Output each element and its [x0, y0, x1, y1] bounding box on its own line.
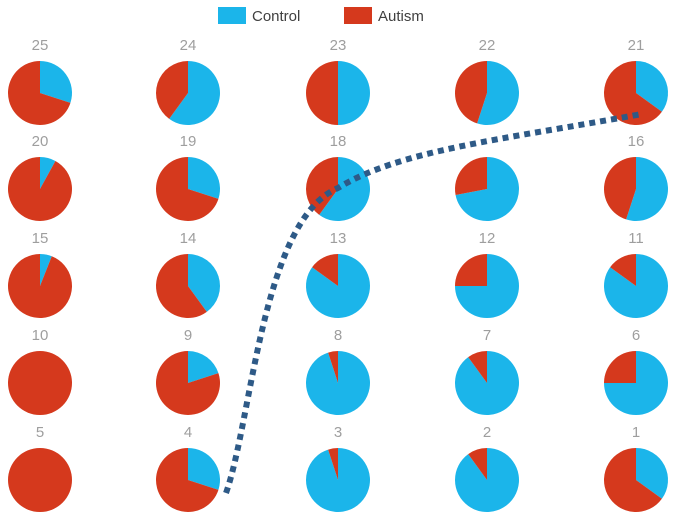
- legend-label-autism: Autism: [378, 8, 424, 25]
- pie-panel: 14: [156, 230, 220, 318]
- pie-panel: 11: [604, 230, 669, 318]
- pie-panel: 18: [305, 133, 370, 222]
- pie-slice-control: [477, 61, 519, 125]
- pie-panel: 22: [455, 37, 519, 125]
- pie-panel-label: 8: [334, 327, 342, 344]
- pie-panel-label: 2: [483, 424, 491, 441]
- pie-slice-autism: [7, 254, 72, 319]
- pie-slice-control: [40, 254, 52, 286]
- pie-slice-control: [40, 157, 56, 189]
- pie-slice-autism: [328, 351, 338, 383]
- pie-panel: 13: [305, 230, 370, 318]
- pie-panel: 1: [604, 424, 668, 512]
- pie-slice-autism: [468, 351, 487, 383]
- pie-panel-label: 20: [32, 133, 49, 150]
- pie-slice-autism: [454, 157, 487, 195]
- pie-slice-autism: [156, 351, 220, 415]
- legend-label-control: Control: [252, 8, 300, 25]
- pie-panel-label: 9: [184, 327, 192, 344]
- pie-panel-label: 15: [32, 230, 49, 247]
- pie-slice-control: [169, 61, 220, 125]
- pie-slice-control: [40, 61, 72, 103]
- pie-slice-control: [338, 61, 370, 125]
- pie-panel: 2: [454, 424, 519, 512]
- pie-panel-label: 11: [628, 230, 644, 247]
- pie-slice-autism: [156, 61, 188, 119]
- pie-panel: 10: [8, 327, 72, 415]
- pie-slice-control: [188, 351, 219, 383]
- pie-slice-control: [188, 157, 220, 199]
- pie-panel-label: 10: [32, 327, 49, 344]
- pie-panel-label: 19: [180, 133, 197, 150]
- pie-slice-autism: [8, 448, 72, 512]
- pie-slice-autism: [156, 157, 219, 221]
- legend: Control Autism: [218, 7, 424, 25]
- pie-slice-autism: [604, 61, 662, 126]
- pie-panel-label: 14: [180, 230, 197, 247]
- pie-panel: 24: [156, 37, 220, 125]
- pie-panel: 9: [156, 327, 220, 415]
- pie-slice-autism: [328, 448, 338, 480]
- pie-slice-autism: [156, 254, 207, 318]
- pie-slice-control: [188, 448, 220, 490]
- pie-panel: 3: [306, 424, 371, 512]
- pie-panel: 21: [604, 37, 668, 126]
- pie-slice-autism: [604, 351, 636, 383]
- pie-panel: 12: [455, 230, 519, 318]
- pie-slice-control: [626, 157, 668, 221]
- pie-panel-label: 22: [479, 37, 496, 54]
- pie-slice-control: [636, 448, 668, 499]
- pie-slice-autism: [610, 254, 636, 286]
- pie-panel-label: 23: [330, 37, 347, 54]
- pie-panel: 4: [156, 424, 220, 512]
- pie-slice-control: [455, 157, 519, 221]
- pie-panel-label: 3: [334, 424, 342, 441]
- pie-panel: 7: [454, 327, 519, 415]
- pie-slice-autism: [306, 61, 338, 125]
- pie-panel-label: 6: [632, 327, 640, 344]
- pie-panel-label: 13: [330, 230, 347, 247]
- pie-panel: 6: [604, 327, 668, 415]
- pie-slice-autism: [156, 448, 219, 512]
- pie-panel-label: 5: [36, 424, 44, 441]
- pie-panel: 15: [7, 230, 72, 319]
- pie-slice-autism: [455, 61, 487, 124]
- pie-slice-control: [188, 254, 220, 312]
- pie-panel: 23: [306, 37, 370, 125]
- pie-panel: [454, 157, 519, 221]
- legend-swatch-autism: [344, 7, 372, 24]
- pie-slice-autism: [468, 448, 487, 480]
- pie-slice-autism: [7, 61, 71, 125]
- pie-slice-autism: [8, 351, 72, 415]
- pie-panel-label: 16: [628, 133, 645, 150]
- pie-slice-control: [319, 157, 370, 222]
- pie-slice-autism: [604, 157, 636, 220]
- legend-swatch-control: [218, 7, 246, 24]
- pie-slice-autism: [604, 448, 662, 512]
- pie-panel: 25: [7, 37, 72, 125]
- pie-panel: 19: [156, 133, 220, 221]
- pie-slice-autism: [455, 254, 487, 286]
- pie-slice-autism: [7, 157, 72, 221]
- pie-panel-label: 25: [32, 37, 49, 54]
- pie-panel: 16: [604, 133, 668, 221]
- pie-slice-control: [636, 61, 668, 112]
- pie-panel: 5: [8, 424, 72, 512]
- pie-panel-label: 12: [479, 230, 496, 247]
- pie-panel-label: 4: [184, 424, 192, 441]
- pie-slice-autism: [305, 157, 338, 215]
- pie-panel: 20: [7, 133, 72, 221]
- pie-panel-label: 1: [632, 424, 640, 441]
- pie-panel-label: 21: [628, 37, 645, 54]
- pie-panel-label: 18: [330, 133, 347, 150]
- divider-curve: [223, 111, 643, 495]
- pie-slice-autism: [312, 254, 338, 286]
- pie-panel-label: 7: [483, 327, 491, 344]
- pie-panel: 8: [306, 327, 371, 415]
- pie-panel-label: 24: [180, 37, 197, 54]
- pie-slice-control: [305, 254, 370, 318]
